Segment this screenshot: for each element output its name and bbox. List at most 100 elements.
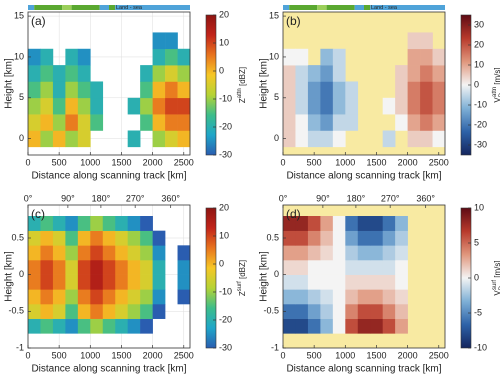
x-tick-label: 1000 [335,350,355,360]
heatmap-cell [65,274,79,290]
top-tick-label: 180° [347,193,366,203]
x-tick-label: 0 [25,157,30,167]
heatmap-cell [382,274,396,290]
heatmap-cell [152,65,166,82]
panel: 0 500 1000 1500 2000 2500 0 5 10 15 Land - sea (b) D… [259,5,500,182]
x-tick-label: 2500 [429,157,449,167]
heatmap-cell [407,32,421,50]
land-sea-segment [283,5,290,10]
heatmap-cell [320,216,334,231]
heatmap-cell [52,230,66,246]
heatmap-cell [332,130,346,148]
heatmap-cell [165,114,178,131]
x-tick-label: 0 [25,350,30,360]
heatmap-cell [395,304,408,319]
heatmap-cell [102,260,116,275]
heatmap-cell [345,318,359,334]
heatmap-cell [65,260,79,275]
heatmap-cell [320,274,334,290]
heatmap-cell [140,289,153,305]
heatmap-cell [65,81,79,99]
heatmap-cell [357,245,371,261]
heatmap-cell [115,216,128,231]
heatmap-cell [127,216,141,231]
heatmap-cell [77,260,91,275]
heatmap-cell [395,81,408,99]
heatmap-cell [307,245,321,261]
heatmap-cell [140,260,153,275]
heatmap-cell [127,274,141,290]
heatmap-cell [357,216,371,231]
x-tick-label: 1500 [366,157,386,167]
heatmap-cell [283,114,296,131]
heatmap-cell [177,289,191,305]
heatmap-cell [140,318,153,334]
heatmap-cell [77,48,91,66]
heatmap-cell [127,230,141,246]
heatmap-cell [407,114,421,131]
colorbar-tick-label: 0 [219,258,224,268]
heatmap-cell [77,65,91,82]
axes-frame [27,11,191,156]
axes-frame [282,204,446,349]
colorbar-tick-label: -10 [474,99,487,109]
heatmap-cell [382,230,396,246]
heatmap-cell [320,318,334,334]
heatmap-cell [320,81,334,99]
heatmap-cell [28,289,41,305]
heatmap-cell [332,318,346,334]
x-axis-label: Distance along scanning track [km] [31,364,186,375]
heatmap-cell [140,81,153,99]
heatmap-cell [77,81,91,99]
top-tick-label: 270° [126,193,145,203]
heatmap-cell [165,65,178,82]
heatmap-cell [407,97,421,115]
x-axis-label: Distance along scanning track [km] [31,171,186,182]
colorbar-tick-label: 10 [474,59,484,69]
heatmap-cell [28,65,41,82]
heatmap-cell [332,48,346,66]
heatmap-cell [65,245,79,261]
x-tick-label: 2000 [398,157,418,167]
heatmap-cell [90,230,104,246]
heatmap-cell [283,274,296,290]
heatmap-cell [40,318,54,334]
heatmap-cell [40,260,54,275]
y-tick-label: 10 [269,51,279,61]
heatmap-cell [77,97,91,115]
heatmap-cell [115,230,128,246]
heatmap-cell [40,245,54,261]
y-tick-label: -0.5 [8,306,24,316]
heatmap-cell [90,274,104,290]
x-tick-label: 500 [52,350,67,360]
heatmap-cell [345,81,359,99]
heatmap-cell [407,65,421,82]
colorbar-tick-label: 20 [219,202,229,212]
x-tick-label: 1000 [80,350,100,360]
land-sea-segment [326,5,355,10]
heatmap-cell [283,97,296,115]
colorbar-tick-label: 0 [474,79,479,89]
heatmap-cell [295,260,309,275]
heatmap-cell [52,216,66,231]
heatmap-cell [420,97,433,115]
heatmap-cell [165,97,178,115]
heatmap-cell [102,245,116,261]
y-tick-label: 5 [274,92,279,102]
colorbar-label-part: [dBZ] [238,67,247,88]
x-axis-label: Distance along scanning track [km] [286,364,441,375]
land-sea-label: Land - sea [116,5,143,11]
colorbar-label-part: V [493,290,500,296]
heatmap-cell [307,318,321,334]
heatmap-cell [395,245,408,261]
heatmap-cell [90,304,104,319]
heatmap-cell [52,65,66,82]
heatmap-cell [65,114,79,131]
land-sea-segment [62,5,72,10]
heatmap-cell [165,48,178,66]
heatmap-cell [90,318,104,334]
heatmap-cell [332,97,346,115]
heatmap-cell [28,48,41,66]
colorbar-label-part: Z [238,291,247,296]
heatmap-cell [432,114,446,131]
